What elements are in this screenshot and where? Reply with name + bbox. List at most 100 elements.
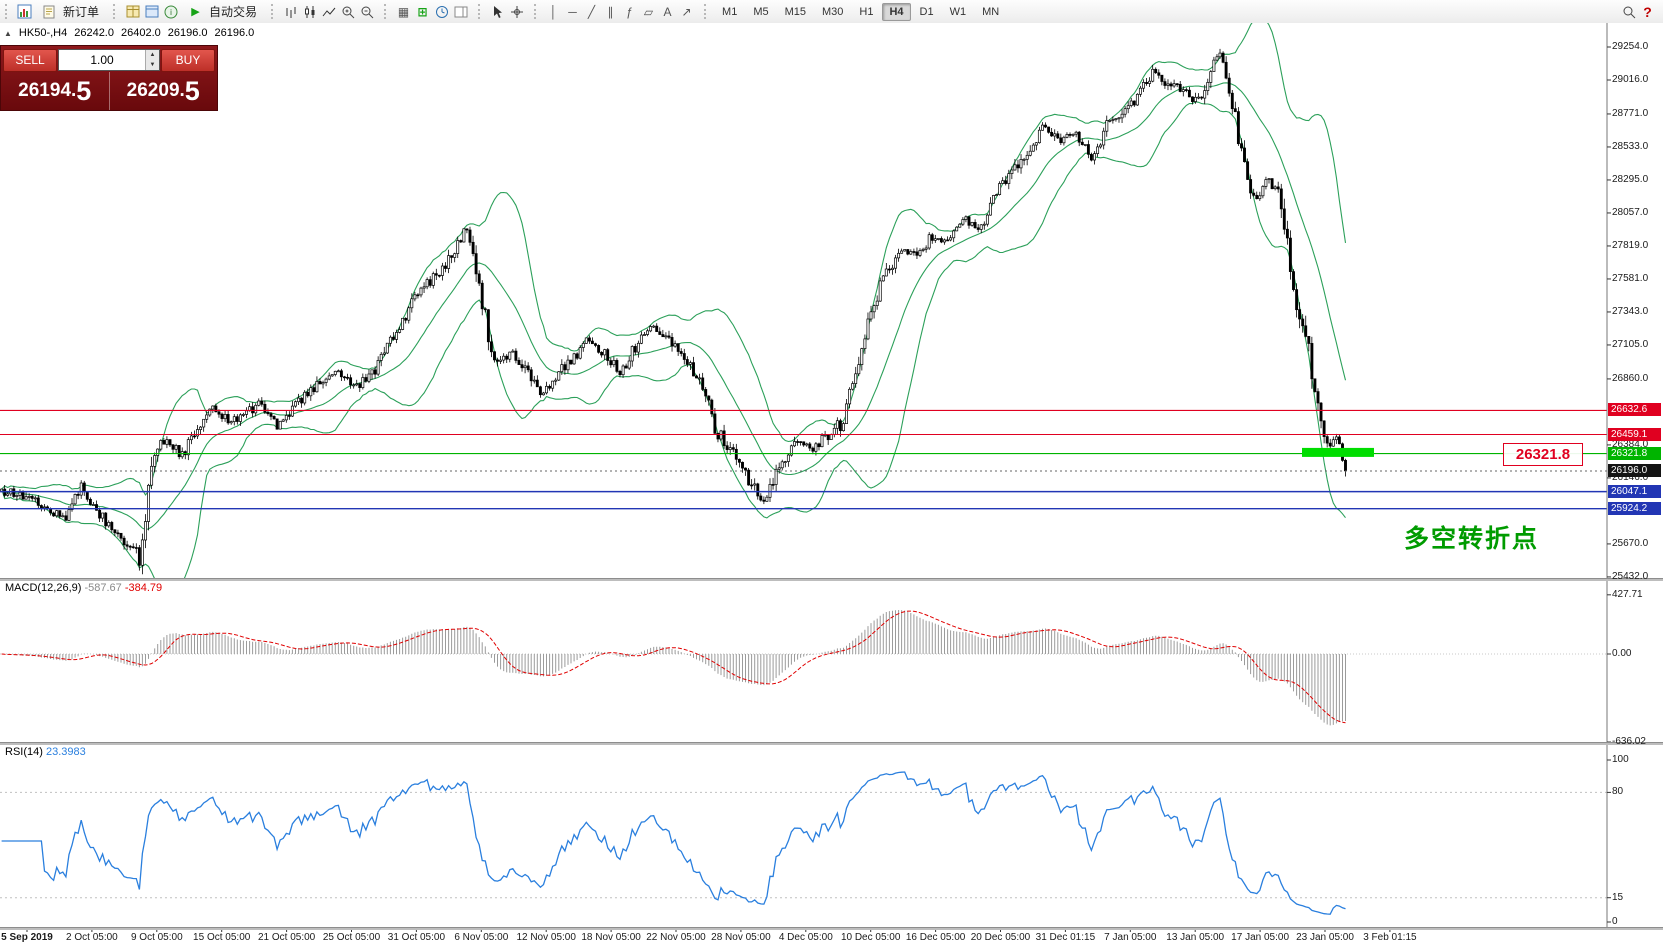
main-toolbar: 新订单 i ▶ 自动交易 [0,0,1663,24]
auto-scroll-icon[interactable] [432,2,451,21]
toolbar-grip[interactable] [5,4,11,19]
horizontal-line-icon[interactable]: ─ [568,4,577,19]
time-label: 5 Sep 2019 [1,932,53,943]
text-icon[interactable]: A [663,4,672,19]
help-icon[interactable]: ? [1643,3,1652,20]
rsi-label: RSI(14) 23.3983 [5,746,86,758]
arrows-icon[interactable]: ↗ [681,4,692,19]
bar-chart-icon[interactable] [281,2,300,21]
new-order-label: 新订单 [63,5,100,19]
price-badge-26632.6: 26632.6 [1608,403,1661,417]
price-badge-26047.1: 26047.1 [1608,484,1661,498]
chart-plot[interactable] [0,23,1663,949]
turning-point-annotation: 多空转折点 [1404,525,1540,553]
panel-separator-rsi-time[interactable] [0,927,1663,930]
timeframe-m15[interactable]: M15 [784,5,806,18]
navigator-icon[interactable]: i [161,2,180,21]
macd-tick: 427.71 [1612,588,1643,600]
price-callout-box: 26321.8 [1503,443,1583,466]
trendline-icon[interactable]: ╱ [587,4,596,19]
price-badge-26321.8: 26321.8 [1608,446,1661,460]
price-badge-25924.2: 25924.2 [1608,501,1661,515]
vertical-line-icon[interactable]: │ [549,4,558,19]
time-label: 18 Nov 05:00 [581,932,641,943]
new-order-icon [40,2,59,21]
volume-up-icon[interactable]: ▲ [146,50,159,60]
shapes-icon[interactable]: ▱ [643,4,654,19]
timeframe-m30[interactable]: M30 [822,5,844,18]
tile-windows-icon[interactable]: ▦ [397,4,410,19]
toolbar-group-chart-type [266,0,379,23]
timeframe-m1[interactable]: M1 [722,5,738,18]
toolbar-group-panels: i ▶ 自动交易 [108,0,266,23]
toolbar-grip[interactable] [271,4,277,19]
candlestick-icon[interactable] [300,2,319,21]
panel-separator-main-macd[interactable] [0,578,1663,581]
search-icon[interactable] [1619,2,1638,21]
toolbar-grip[interactable] [534,4,540,19]
time-label: 9 Oct 05:00 [130,932,183,943]
price-tick: 27819.0 [1612,239,1649,251]
svg-text:i: i [170,8,172,17]
macd-value-main: -587.67 [84,582,122,594]
time-label: 10 Dec 05:00 [840,932,901,943]
toolbar-grip[interactable] [384,4,390,19]
time-label: 17 Jan 05:00 [1231,932,1290,943]
market-watch-icon[interactable] [123,2,142,21]
macd-tick: 0.00 [1612,648,1632,659]
toolbar-grip[interactable] [478,4,484,19]
price-tick: 25432.0 [1612,570,1649,582]
price-tick: 25670.0 [1612,537,1649,549]
timeframe-h4[interactable]: H4 [882,2,911,21]
time-label: 25 Oct 05:00 [322,932,381,943]
cursor-icon[interactable] [488,2,507,21]
toolbar-grip[interactable] [113,4,119,19]
sell-button[interactable]: SELL [3,48,57,72]
macd-value-signal: -384.79 [124,582,163,594]
buy-button[interactable]: BUY [161,48,215,72]
price-badge-26459.1: 26459.1 [1608,427,1661,441]
autotrade-button[interactable]: ▶ 自动交易 [180,0,263,23]
autotrade-play-icon: ▶ [191,6,200,18]
chart-shift-icon[interactable] [451,2,470,21]
buy-price-main: 26209. [126,80,185,101]
new-order-button[interactable]: 新订单 [34,0,105,23]
fibonacci-icon[interactable]: ƒ [626,4,633,19]
ohlc-close: 26196.0 [214,27,255,39]
timeframe-w1[interactable]: W1 [949,5,967,18]
timeframe-d1[interactable]: D1 [919,5,934,18]
rsi-tick: 80 [1612,786,1624,798]
time-label: 15 Oct 05:00 [193,932,251,943]
time-label: 28 Nov 05:00 [711,932,771,943]
toolbar-group-order: 新订单 [0,0,108,23]
zoom-out-icon[interactable] [357,2,376,21]
sell-price[interactable]: 26194. 5 [1,72,110,110]
toolbar-grip[interactable] [704,4,710,19]
one-click-collapse-icon[interactable]: ▲ [4,28,12,38]
line-chart-icon[interactable] [319,2,338,21]
volume-input[interactable]: 1.00 ▲ ▼ [58,49,160,71]
data-window-icon[interactable] [142,2,161,21]
chart-workspace[interactable]: ▲ HK50-,H4 26242.0 26402.0 26196.0 26196… [0,23,1663,949]
timeframe-m5[interactable]: M5 [753,5,769,18]
crosshair-icon[interactable] [507,2,526,21]
volume-down-icon[interactable]: ▼ [146,60,159,70]
rsi-value: 23.3983 [45,746,86,758]
zoom-in-icon[interactable] [338,2,357,21]
price-tick: 28771.0 [1612,107,1649,119]
price-badge-26196.0: 26196.0 [1608,463,1661,477]
buy-price-big-digit: 5 [184,75,200,106]
panel-separator-macd-rsi[interactable] [0,742,1663,745]
time-label: 6 Nov 05:00 [454,932,509,943]
symbol-ohlc-line: ▲ HK50-,H4 26242.0 26402.0 26196.0 26196… [4,27,254,39]
volume-value[interactable]: 1.00 [90,53,114,67]
rsi-tick: 0 [1612,916,1618,927]
sell-price-big-digit: 5 [76,75,92,106]
timeframe-mn[interactable]: MN [982,5,1000,18]
buy-price[interactable]: 26209. 5 [110,72,218,110]
new-chart-icon[interactable]: ⊞ [417,4,428,19]
time-label: 31 Oct 05:00 [387,932,446,943]
channel-icon[interactable]: ∥ [607,4,614,19]
time-label: 4 Dec 05:00 [778,932,833,943]
timeframe-h1[interactable]: H1 [859,5,874,18]
